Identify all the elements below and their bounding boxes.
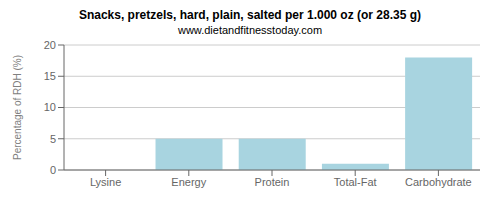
- svg-text:15: 15: [44, 70, 56, 82]
- svg-text:Percentage of RDH (%): Percentage of RDH (%): [12, 55, 23, 160]
- svg-text:5: 5: [50, 133, 56, 145]
- svg-text:Total-Fat: Total-Fat: [334, 176, 377, 188]
- svg-text:Lysine: Lysine: [90, 176, 121, 188]
- html-text:Snacks, pretzels, hard, plain,: Snacks, pretzels, hard, plain, salted pe…: [78, 8, 422, 22]
- svg-text:0: 0: [50, 164, 56, 176]
- svg-text:10: 10: [44, 101, 56, 113]
- svg-text:20: 20: [44, 39, 56, 51]
- svg-text:Protein: Protein: [255, 176, 290, 188]
- html-text:www.dietandfitnesstoday.com: www.dietandfitnesstoday.com: [178, 24, 322, 36]
- svg-text:Carbohydrate: Carbohydrate: [405, 176, 472, 188]
- svg-text:Energy: Energy: [171, 176, 206, 188]
